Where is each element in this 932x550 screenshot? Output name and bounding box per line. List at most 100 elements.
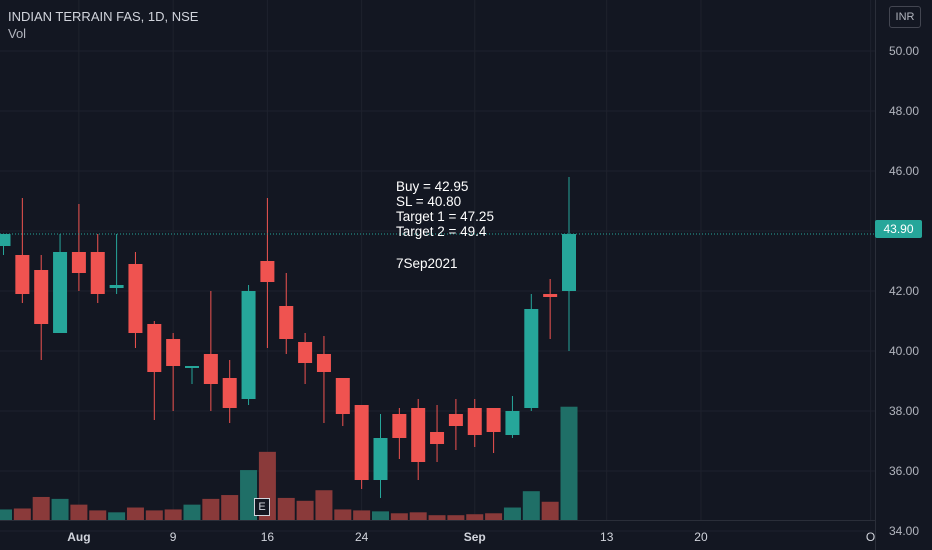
candle-body <box>241 291 256 399</box>
candle <box>147 321 162 420</box>
time-tick-label: Aug <box>67 530 90 544</box>
candle <box>411 399 426 480</box>
volume-bar <box>164 509 182 520</box>
candle-body <box>128 264 143 333</box>
volume-bar <box>108 512 126 520</box>
candle <box>354 405 369 489</box>
candle-body <box>90 252 105 294</box>
time-tick-label: 13 <box>600 530 614 544</box>
candle <box>467 399 482 447</box>
volume-bar <box>409 512 427 520</box>
candle-body <box>279 306 294 339</box>
last-price-label: 43.90 <box>875 220 922 238</box>
volume-bar <box>296 500 314 520</box>
volume-bar <box>0 509 12 520</box>
candle <box>71 204 86 291</box>
volume-bar <box>447 515 465 520</box>
candle-body <box>505 411 520 435</box>
volume-bar <box>126 507 144 520</box>
price-tick-label: 48.00 <box>889 104 919 118</box>
volume-bar <box>89 510 107 520</box>
time-tick-label: 16 <box>261 530 275 544</box>
candle-body <box>562 234 576 291</box>
volume-bar <box>503 507 521 520</box>
volume-bar <box>334 509 352 520</box>
price-tick-label: 36.00 <box>889 464 919 478</box>
target-1-text: Target 1 = 47.25 <box>396 209 494 224</box>
candle-body <box>335 378 350 414</box>
candle <box>373 414 388 498</box>
candle <box>316 336 331 423</box>
candle <box>15 198 30 303</box>
candle-body <box>430 432 445 444</box>
candle <box>203 291 218 411</box>
candle <box>486 408 501 453</box>
volume-bar <box>145 510 163 520</box>
volume-bar <box>202 498 220 520</box>
candle <box>166 333 181 411</box>
volume-bar <box>183 504 201 520</box>
candle <box>222 360 237 423</box>
volume-bar <box>485 513 503 520</box>
volume-bar <box>466 514 484 520</box>
candle <box>260 198 275 348</box>
candle <box>335 378 350 426</box>
volume-bar <box>353 510 371 520</box>
candle-body <box>222 378 237 408</box>
volume-bar <box>428 515 446 520</box>
candle-body <box>15 255 30 294</box>
volume-bar <box>221 495 239 520</box>
candle <box>505 396 520 438</box>
volume-bar <box>51 498 69 520</box>
price-tick-label: 34.00 <box>889 524 919 538</box>
candle <box>185 366 199 384</box>
candle-body <box>354 405 369 480</box>
price-tick-label: 46.00 <box>889 164 919 178</box>
candle-body <box>543 294 558 297</box>
candle-body <box>298 342 313 363</box>
candle-body <box>34 270 49 324</box>
candle-body <box>203 354 218 384</box>
candle <box>279 273 294 354</box>
buy-level-text: Buy = 42.95 <box>396 179 469 194</box>
candle <box>241 285 256 405</box>
volume-bar <box>13 508 31 520</box>
volume-bar <box>240 470 258 520</box>
time-tick-label: Sep <box>464 530 486 544</box>
volume-bar <box>70 504 88 520</box>
volume-bar <box>32 496 50 520</box>
candle-body <box>392 414 407 438</box>
candle-body <box>109 285 124 288</box>
volume-bar <box>541 501 559 520</box>
symbol-title: INDIAN TERRAIN FAS, 1D, NSE <box>8 9 199 24</box>
candle-body <box>448 414 463 426</box>
volume-bar <box>522 491 540 520</box>
volume-bar <box>372 511 389 520</box>
candle <box>34 255 49 360</box>
candle <box>448 399 463 450</box>
candle-body <box>316 354 331 372</box>
price-axis: 50.0048.0046.0044.0042.0040.0038.0036.00… <box>875 0 919 550</box>
volume-legend-label: Vol <box>8 26 27 41</box>
candle-body <box>373 438 388 480</box>
time-tick-label: 24 <box>355 530 369 544</box>
earnings-marker[interactable]: E <box>254 498 270 516</box>
candle-body <box>486 408 501 432</box>
volume-bar <box>277 497 295 520</box>
chart-legend: INDIAN TERRAIN FAS, 1D, NSE Vol <box>8 8 198 42</box>
target-2-text: Target 2 = 49.4 <box>396 224 487 239</box>
time-axis: Aug 9 16 24 Sep 13 20 O <box>0 520 875 544</box>
candle-body <box>71 252 86 273</box>
volume-bar <box>560 406 578 520</box>
candle-body <box>524 309 539 408</box>
trade-note: Buy = 42.95 SL = 40.80 Target 1 = 47.25 … <box>396 179 494 271</box>
candle-body <box>53 252 68 333</box>
candle <box>0 234 11 255</box>
time-tick-label: 20 <box>694 530 708 544</box>
candle <box>298 333 313 384</box>
volume-bar <box>390 513 408 520</box>
candle <box>53 234 68 333</box>
currency-button[interactable]: INR <box>889 6 921 28</box>
time-tick-label: O <box>866 530 875 544</box>
